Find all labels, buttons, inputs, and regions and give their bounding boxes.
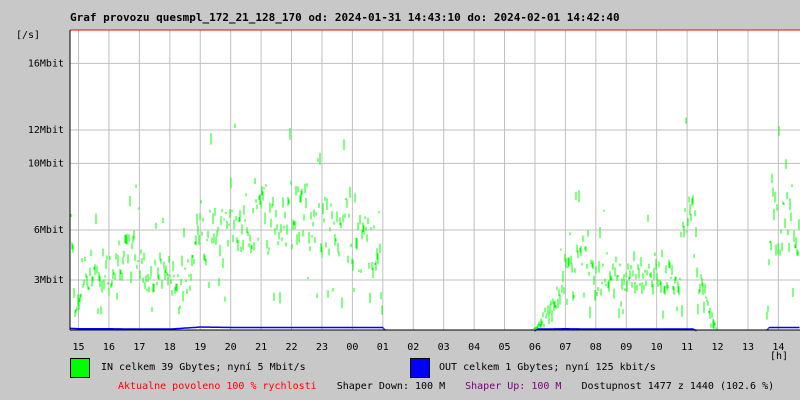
x-tick-label: 11 <box>681 342 693 353</box>
x-tick-label: 17 <box>133 342 145 353</box>
y-tick-label: 6Mbit <box>34 225 64 236</box>
shaper-down-text: Shaper Down: 100 M <box>336 381 446 392</box>
x-tick-label: 06 <box>529 342 541 353</box>
in-legend-label: IN celkem 39 Gbytes; nyní 5 Mbit/s <box>101 362 306 373</box>
x-tick-labels: 15 16 17 18 19 20 21 22 23 00 01 02 03 04 05 06 07 08 09 10… <box>72 342 784 353</box>
x-tick-label: 18 <box>164 342 176 353</box>
x-tick-label: 19 <box>194 342 206 353</box>
x-tick-label: 03 <box>438 342 450 353</box>
series-in-trace <box>70 117 800 330</box>
in-legend-swatch <box>70 358 90 378</box>
x-tick-label: 04 <box>468 342 480 353</box>
grid-lines <box>70 30 800 330</box>
shaper-up-text: Shaper Up: 100 M <box>465 381 562 392</box>
x-tick-label: 01 <box>377 342 389 353</box>
x-tick-label: 09 <box>620 342 632 353</box>
x-tick-label: 12 <box>712 342 724 353</box>
allowed-speed-text: Aktualne povoleno 100 % rychlosti <box>118 381 317 392</box>
y-tick-label: 3Mbit <box>34 275 64 286</box>
chart-title: Graf provozu quesmpl_172_21_128_170 od: … <box>70 11 620 24</box>
x-tick-label: 22 <box>286 342 298 353</box>
availability-text: Dostupnost 1477 z 1440 (102.6 %) <box>581 381 775 392</box>
x-tick-label: 15 <box>72 342 84 353</box>
legend: IN celkem 39 Gbytes; nyní 5 Mbit/s OUT c… <box>70 358 790 380</box>
series-out-trace <box>70 326 800 332</box>
x-tick-label: 13 <box>742 342 754 353</box>
x-tick-label: 20 <box>225 342 237 353</box>
out-legend-swatch <box>410 358 430 378</box>
out-legend-label: OUT celkem 1 Gbytes; nyní 125 kbit/s <box>439 362 656 373</box>
x-tick-label: 16 <box>103 342 115 353</box>
series-in <box>70 117 800 330</box>
plot-area <box>70 30 800 330</box>
x-tick-label: 14 <box>772 342 784 353</box>
x-tick-label: 21 <box>255 342 267 353</box>
y-tick-label: 16Mbit <box>28 58 64 69</box>
x-tick-label: 10 <box>651 342 663 353</box>
y-tick-labels: 3Mbit 6Mbit 10Mbit 12Mbit 16Mbit <box>28 58 64 286</box>
x-tick-label: 08 <box>590 342 602 353</box>
x-tick-label: 07 <box>559 342 571 353</box>
x-tick-label: 00 <box>346 342 358 353</box>
y-axis-unit: [/s] <box>16 30 41 41</box>
x-tick-label: 02 <box>407 342 419 353</box>
series-layer <box>70 117 800 332</box>
series-out <box>70 326 800 332</box>
info-row: Aktualne povoleno 100 % rychlosti Shaper… <box>118 381 788 392</box>
x-tick-label: 23 <box>316 342 328 353</box>
y-tick-label: 10Mbit <box>28 158 64 169</box>
x-axis-unit: [h] <box>770 351 789 362</box>
x-tick-label: 05 <box>499 342 511 353</box>
y-tick-label: 12Mbit <box>28 125 64 136</box>
